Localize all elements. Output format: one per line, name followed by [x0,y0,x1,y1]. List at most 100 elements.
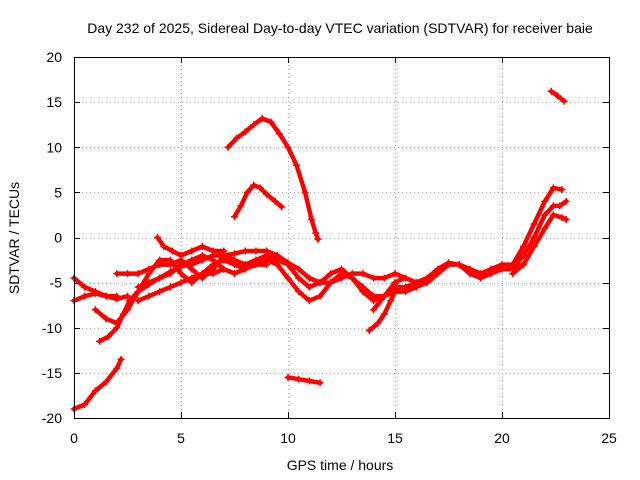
data-point [562,215,570,223]
data-point [220,247,228,255]
data-point [284,143,292,151]
data-points [70,87,570,413]
data-point [312,229,320,237]
data-point [477,270,485,278]
data-point [124,306,131,314]
data-point [547,87,555,95]
y-tick-label: -20 [42,410,62,426]
data-point [466,265,474,273]
data-point [519,261,527,269]
data-point [519,243,527,251]
data-point [275,130,283,138]
data-point [209,247,217,255]
data-point [554,92,562,100]
data-point [295,288,303,296]
data-point [168,247,176,255]
data-point [156,261,164,269]
data-point [305,377,313,385]
data-point [102,292,110,300]
data-point [263,190,271,198]
data-point [153,234,161,241]
data-point [316,279,324,287]
y-tick-label: -5 [50,275,63,291]
data-point [91,306,99,314]
series-track-k [231,181,286,221]
data-point [166,261,174,269]
data-point [237,202,245,210]
data-point [177,252,185,260]
x-tick-label: 5 [177,430,185,446]
data-point [393,283,401,291]
data-point [198,270,206,278]
data-point [231,256,238,264]
data-point [124,270,131,278]
data-point [166,283,174,291]
data-point [391,279,399,287]
y-tick-label: -10 [42,320,62,336]
data-point [305,283,313,291]
data-point [314,235,322,243]
data-point [541,211,549,219]
series-track-m [365,283,401,334]
data-point [134,283,142,291]
series-trace [225,116,321,242]
data-point [91,288,99,296]
data-point [166,270,174,278]
data-point [263,252,271,260]
data-point [301,188,309,196]
data-point [250,121,258,129]
data-point [380,274,388,282]
data-point [156,274,164,282]
data-point [305,297,313,305]
data-point [113,292,121,300]
series-track-o [509,184,566,269]
data-point [241,128,249,136]
data-point [145,279,153,287]
data-point [387,297,395,305]
data-point [560,97,568,105]
data-point [284,373,292,381]
data-point [81,292,89,300]
data-point [327,279,335,287]
data-point [81,400,89,408]
data-point [273,256,281,264]
data-point [519,252,527,260]
data-point [487,265,495,273]
data-point [258,114,266,122]
x-tick-label: 10 [280,430,296,446]
data-point [102,378,110,386]
data-point [412,279,420,287]
data-point [220,265,228,273]
y-tick-label: 0 [54,230,62,246]
data-point [241,265,249,273]
series-trace [71,357,124,412]
data-point [250,181,258,189]
data-point [231,270,238,278]
data-point [455,261,463,269]
chart-title: Day 232 of 2025, Sidereal Day-to-day VTE… [87,20,593,36]
data-point [374,319,382,327]
data-point [509,270,517,278]
data-point [113,364,121,372]
series-track-n [370,274,408,314]
data-point [209,270,217,278]
series-trace [155,235,227,258]
series-track-a [70,355,125,413]
series-trace [285,375,323,386]
data-point [293,161,301,169]
data-point [188,256,196,264]
data-point [558,186,566,194]
data-point [549,211,557,219]
series-track-j [224,114,322,243]
data-point [370,297,378,305]
data-point [295,274,303,282]
data-point [156,288,164,296]
data-point [434,270,442,278]
data-point [498,261,506,269]
data-point [400,274,408,282]
series-track-g [134,252,271,291]
data-point [365,326,373,334]
data-point [177,270,185,278]
series-track-h [134,265,228,305]
x-tick-label: 0 [70,430,78,446]
